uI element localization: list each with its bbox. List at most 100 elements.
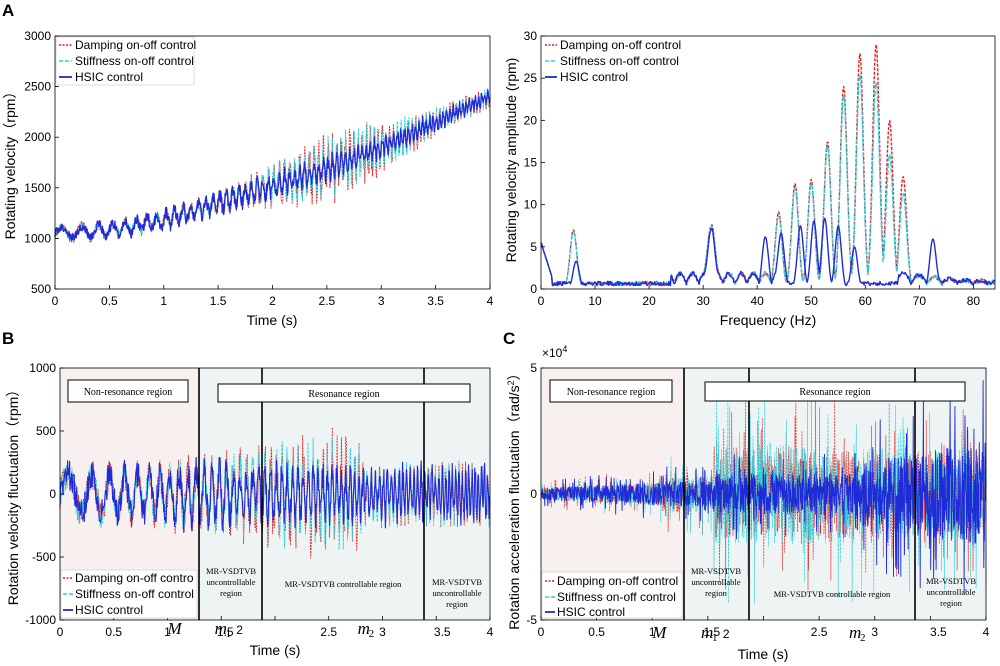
chart-a-left-xtick-label: 2	[269, 294, 276, 308]
chart-b-ytick-label: -1000	[25, 613, 56, 627]
chart-c-uncontrollable-2-line2: uncontrollable	[926, 587, 975, 597]
chart-a-right-xtick-label: 80	[967, 294, 981, 308]
chart-b-marker-M: M	[167, 619, 183, 638]
chart-c-xtick-label: 0	[538, 625, 545, 639]
legend-hsic: HSIC control	[560, 70, 628, 84]
chart-b-ytick-label: 1000	[29, 361, 56, 375]
chart-b-xtick-label: 0	[57, 625, 64, 639]
chart-b-ytick-label: 0	[49, 487, 56, 501]
legend-stiffness: Stiffness on-off control	[560, 54, 679, 68]
panel-letter-c: C	[503, 329, 515, 348]
chart-b-legend: Damping on-off contro Stiffness on-off c…	[60, 569, 198, 619]
chart-c-marker-m1: m	[701, 623, 713, 642]
chart-b-marker-sub: 2	[369, 628, 375, 640]
chart-a-right: 0 10 20 30 40 50 60 70 80 0 5 10 15 20 25 30 Frequency …	[503, 29, 996, 328]
chart-b-resonance-box	[217, 383, 471, 403]
legend-stiffness: Stiffness on-off control	[75, 587, 194, 601]
chart-a-left-xtick-label: 4	[487, 294, 494, 308]
legend-box	[541, 571, 683, 619]
chart-b-ylabel: Rotation velocity fluctuation（rpm）	[5, 383, 21, 606]
chart-a-right-ticks: 0 10 20 30 40 50 60 70 80 0 5 10 15 20 25 30	[524, 29, 981, 308]
chart-b-uncontrollable-1-line3: region	[220, 588, 242, 598]
chart-a-left-xtick-label: 1	[160, 294, 167, 308]
chart-b-uncontrollable-1-line2: uncontrollable	[206, 577, 255, 587]
panel-letter-b: B	[2, 329, 14, 348]
chart-c-xtick-label: 3	[871, 625, 878, 639]
legend-hsic: HSIC control	[75, 70, 143, 84]
chart-c-uncontrollable-2-line1: MR-VSDTVB	[926, 576, 976, 586]
chart-a-right-ytick-label: 15	[524, 156, 538, 170]
chart-a-right-xlabel: Frequency (Hz)	[720, 312, 816, 328]
legend-hsic: HSIC control	[557, 605, 625, 619]
chart-a-left-ytick-label: 1000	[24, 231, 51, 245]
chart-c-series	[540, 380, 987, 604]
chart-b-xtick-label: 0.5	[105, 625, 122, 639]
chart-a-left-xtick-label: 3.5	[427, 294, 444, 308]
chart-a-left-xtick-label: 3	[378, 294, 385, 308]
chart-c-marker-sub: 1	[712, 632, 718, 644]
chart-a-right-ytick-label: 10	[524, 198, 538, 212]
chart-c-legend: Damping on-off control Stiffness on-off …	[541, 571, 683, 619]
legend-damping: Damping on-off control	[557, 574, 678, 588]
chart-b-ytick-label: -500	[32, 550, 56, 564]
chart-a-right-ytick-label: 30	[524, 29, 538, 43]
chart-a-left-ytick-label: 1500	[24, 181, 51, 195]
chart-a-right-ylabel: Rotating velocity amplitude (rpm)	[503, 58, 519, 263]
chart-c-uncontrollable-1-line1: MR-VSDTVB	[691, 566, 741, 576]
chart-a-left-ylabel: Rotating velocity（rpm）	[2, 85, 18, 240]
chart-c-resonance-box	[704, 381, 966, 402]
legend-damping: Damping on-off contro	[75, 571, 194, 585]
chart-a-left-ytick-label: 3000	[24, 29, 51, 43]
chart-c-xtick-label: 4	[983, 625, 990, 639]
series-hsic	[54, 89, 491, 242]
chart-a-right-legend: Damping on-off control Stiffness on-off …	[545, 38, 681, 84]
chart-a-right-xtick-label: 10	[588, 294, 602, 308]
chart-b-uncontrollable-2-line1: MR-VSDTVB	[432, 577, 482, 587]
legend-box	[55, 36, 195, 86]
chart-a-right-xtick-label: 30	[696, 294, 710, 308]
chart-a-right-ytick-label: 20	[524, 113, 538, 127]
series-hsic	[540, 217, 996, 287]
chart-b-resonance-label: Resonance region	[308, 389, 379, 400]
chart-a-right-ytick-label: 5	[530, 240, 537, 254]
series-damping	[54, 91, 491, 244]
chart-a-left-ytick-label: 2500	[24, 80, 51, 94]
chart-b-xtick-label-2: 2	[236, 623, 243, 637]
chart-c-xtick-label: 0.5	[588, 625, 605, 639]
chart-a-left-xtick-label: 1.5	[210, 294, 227, 308]
chart-a-right-xtick-label: 0	[538, 294, 545, 308]
chart-c-resonance-label: Resonance region	[799, 387, 870, 398]
chart-c-non-resonance-label: Non-resonance region	[567, 387, 656, 398]
chart-c-uncontrollable-1-line3: region	[705, 588, 727, 598]
chart-c-marker-M: M	[651, 623, 667, 642]
chart-c-xtick-label: 1.5	[704, 625, 721, 639]
chart-c-uncontrollable-1-line2: uncontrollable	[691, 577, 740, 587]
chart-a-left-series	[54, 88, 491, 244]
chart-c-controllable-label: MR-VSDTVB controllable region	[774, 589, 891, 599]
chart-b-non-resonance-box	[67, 379, 189, 403]
chart-c-ylabel: Rotation acceleration fluctuation（rad/s2…	[506, 366, 522, 629]
chart-b-series	[59, 426, 491, 559]
chart-a-right-xtick-label: 50	[805, 294, 819, 308]
chart-a-left-xtick-label: 0.5	[101, 294, 118, 308]
chart-a-right-xtick-label: 40	[751, 294, 765, 308]
chart-b-xtick-label: 1.5	[217, 625, 234, 639]
legend-stiffness: Stiffness on-off control	[557, 590, 676, 604]
chart-a-left-legend: Damping on-off control Stiffness on-off …	[55, 36, 196, 86]
chart-c-marker-sub: 2	[860, 632, 866, 644]
chart-a-right-xtick-label: 60	[859, 294, 873, 308]
chart-b-xtick-label: 1	[164, 625, 171, 639]
series-stiffness	[54, 88, 491, 242]
panel-letter-a: A	[2, 1, 14, 20]
chart-a-left-xtick-label: 2.5	[319, 294, 336, 308]
chart-c-xtick-label-2: 2	[723, 627, 730, 641]
legend-damping: Damping on-off control	[75, 38, 196, 52]
chart-c-xlabel: Time (s)	[738, 646, 789, 662]
chart-c-xtick-label: 1	[649, 625, 656, 639]
chart-c-marker-m2: m	[849, 623, 861, 642]
